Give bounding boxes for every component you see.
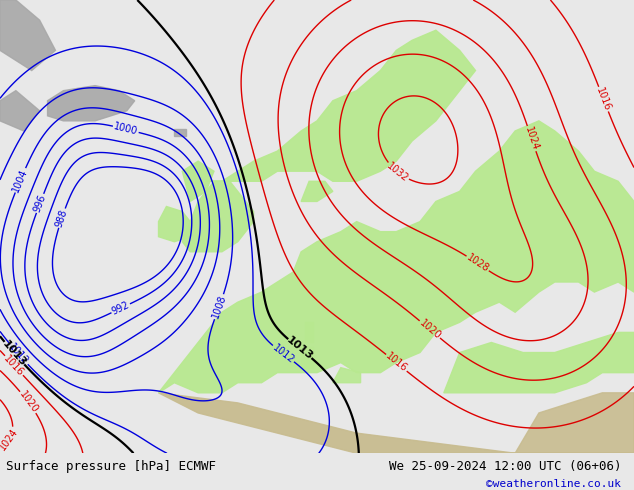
Polygon shape	[158, 121, 634, 393]
Text: 1012: 1012	[7, 342, 30, 367]
Text: 1013: 1013	[1, 339, 28, 368]
Text: 992: 992	[110, 300, 131, 317]
Text: 1016: 1016	[2, 353, 26, 378]
Text: 1008: 1008	[210, 294, 228, 320]
Polygon shape	[515, 393, 634, 453]
Text: 1004: 1004	[11, 167, 30, 194]
Text: 1020: 1020	[17, 389, 39, 415]
Polygon shape	[301, 347, 313, 368]
Polygon shape	[206, 30, 476, 181]
Polygon shape	[0, 0, 56, 71]
Text: 1028: 1028	[465, 252, 491, 274]
Text: 1016: 1016	[595, 86, 612, 112]
Text: 1000: 1000	[113, 122, 139, 137]
Polygon shape	[333, 368, 361, 383]
Polygon shape	[183, 161, 214, 201]
Text: 1032: 1032	[385, 160, 410, 184]
Text: 996: 996	[32, 193, 48, 214]
Polygon shape	[301, 181, 333, 201]
Text: 1013: 1013	[285, 335, 315, 362]
Text: We 25-09-2024 12:00 UTC (06+06): We 25-09-2024 12:00 UTC (06+06)	[389, 460, 621, 473]
Text: 1012: 1012	[271, 343, 296, 365]
Polygon shape	[0, 91, 39, 131]
Text: ©weatheronline.co.uk: ©weatheronline.co.uk	[486, 480, 621, 490]
Polygon shape	[305, 322, 313, 343]
Polygon shape	[48, 86, 134, 121]
Text: 988: 988	[55, 208, 70, 228]
Text: 1024: 1024	[0, 426, 20, 452]
Text: 1016: 1016	[384, 351, 409, 374]
Text: Surface pressure [hPa] ECMWF: Surface pressure [hPa] ECMWF	[6, 460, 216, 473]
Polygon shape	[158, 206, 190, 242]
Polygon shape	[174, 129, 186, 136]
Polygon shape	[444, 332, 634, 393]
Text: 1024: 1024	[523, 125, 540, 152]
Polygon shape	[158, 393, 634, 453]
Polygon shape	[183, 181, 254, 252]
Text: 1020: 1020	[417, 318, 443, 341]
